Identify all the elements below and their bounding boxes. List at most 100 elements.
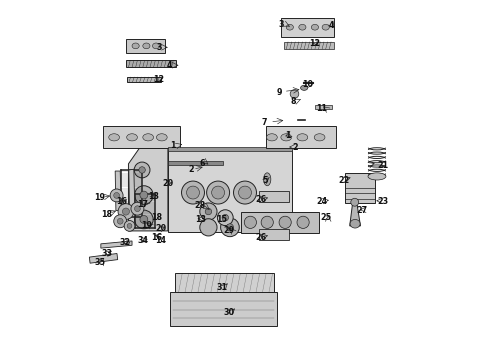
Ellipse shape [135,186,153,204]
Ellipse shape [264,173,271,186]
Text: 34: 34 [137,236,148,245]
Ellipse shape [187,186,199,199]
Text: 3: 3 [278,19,284,28]
Text: 15: 15 [216,215,227,224]
Ellipse shape [152,43,160,49]
Text: 31: 31 [216,283,227,292]
Text: 9: 9 [276,87,282,96]
Ellipse shape [279,216,291,228]
Text: 2: 2 [188,165,194,174]
Text: 18: 18 [101,210,113,219]
Text: 6: 6 [199,159,205,168]
Polygon shape [128,148,168,231]
Ellipse shape [124,221,135,231]
Text: 32: 32 [119,238,130,247]
Ellipse shape [143,43,150,49]
Bar [168,161,223,165]
Ellipse shape [134,162,150,178]
Ellipse shape [245,216,256,228]
Text: 19: 19 [94,193,105,202]
Ellipse shape [234,181,256,204]
Ellipse shape [109,134,120,141]
Ellipse shape [281,134,292,141]
Text: 3: 3 [156,43,162,52]
Bar [259,229,289,240]
Ellipse shape [297,216,309,228]
Bar [345,173,375,203]
Ellipse shape [297,134,308,141]
Bar [168,149,292,232]
Text: 14: 14 [155,237,166,246]
Text: 20: 20 [155,224,166,233]
Ellipse shape [368,173,386,180]
Ellipse shape [261,216,273,228]
Ellipse shape [131,202,144,215]
Polygon shape [350,203,361,226]
Ellipse shape [212,186,224,199]
Text: 20: 20 [162,179,173,188]
Ellipse shape [114,193,120,198]
Ellipse shape [140,216,148,224]
Ellipse shape [226,224,234,231]
Text: 16: 16 [151,233,163,242]
Ellipse shape [118,204,134,220]
Polygon shape [129,169,135,214]
Text: 17: 17 [137,200,148,209]
Ellipse shape [351,198,359,206]
Ellipse shape [286,24,294,30]
Ellipse shape [300,85,308,90]
Text: 7: 7 [262,118,268,127]
Bar [126,39,166,53]
Bar [175,273,274,292]
Bar [168,147,292,150]
Text: 33: 33 [101,249,112,258]
Bar [281,18,334,37]
Text: 1: 1 [171,141,176,150]
Text: 22: 22 [338,176,349,185]
Ellipse shape [110,189,123,202]
Ellipse shape [205,208,212,215]
Polygon shape [89,253,118,263]
Ellipse shape [322,24,329,30]
Text: 28: 28 [195,201,206,210]
Text: 30: 30 [223,308,234,317]
Ellipse shape [122,208,129,215]
Ellipse shape [299,24,306,30]
Text: 18: 18 [151,213,163,222]
Ellipse shape [181,181,204,204]
Text: 4: 4 [167,61,172,70]
Text: 19: 19 [141,221,152,230]
Ellipse shape [222,215,228,221]
Text: 8: 8 [291,96,296,105]
Ellipse shape [126,134,137,141]
Text: 35: 35 [94,258,105,267]
Bar [266,126,336,148]
Bar [315,105,332,109]
Text: 16: 16 [116,197,127,206]
Ellipse shape [114,215,126,228]
Text: 25: 25 [320,213,331,222]
Bar [170,292,277,326]
Ellipse shape [311,24,318,30]
Bar [126,60,176,67]
Ellipse shape [290,90,299,98]
Ellipse shape [117,218,123,224]
Text: 23: 23 [377,197,389,206]
Ellipse shape [200,219,217,236]
Ellipse shape [132,43,139,49]
Ellipse shape [314,134,325,141]
Bar [259,191,289,202]
Ellipse shape [127,224,132,228]
Text: 24: 24 [317,197,328,206]
Bar [126,77,161,82]
Polygon shape [101,241,132,248]
Bar [242,212,318,233]
Text: 29: 29 [223,226,234,235]
Bar [284,42,334,49]
Ellipse shape [140,191,148,199]
Ellipse shape [156,134,167,141]
Text: 13: 13 [148,192,159,201]
Ellipse shape [350,220,360,228]
Ellipse shape [143,134,153,141]
Text: 4: 4 [328,21,334,30]
